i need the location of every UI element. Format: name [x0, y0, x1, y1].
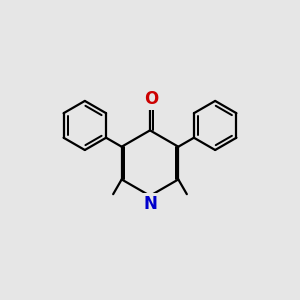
Text: N: N — [143, 195, 157, 213]
Text: O: O — [144, 90, 158, 108]
